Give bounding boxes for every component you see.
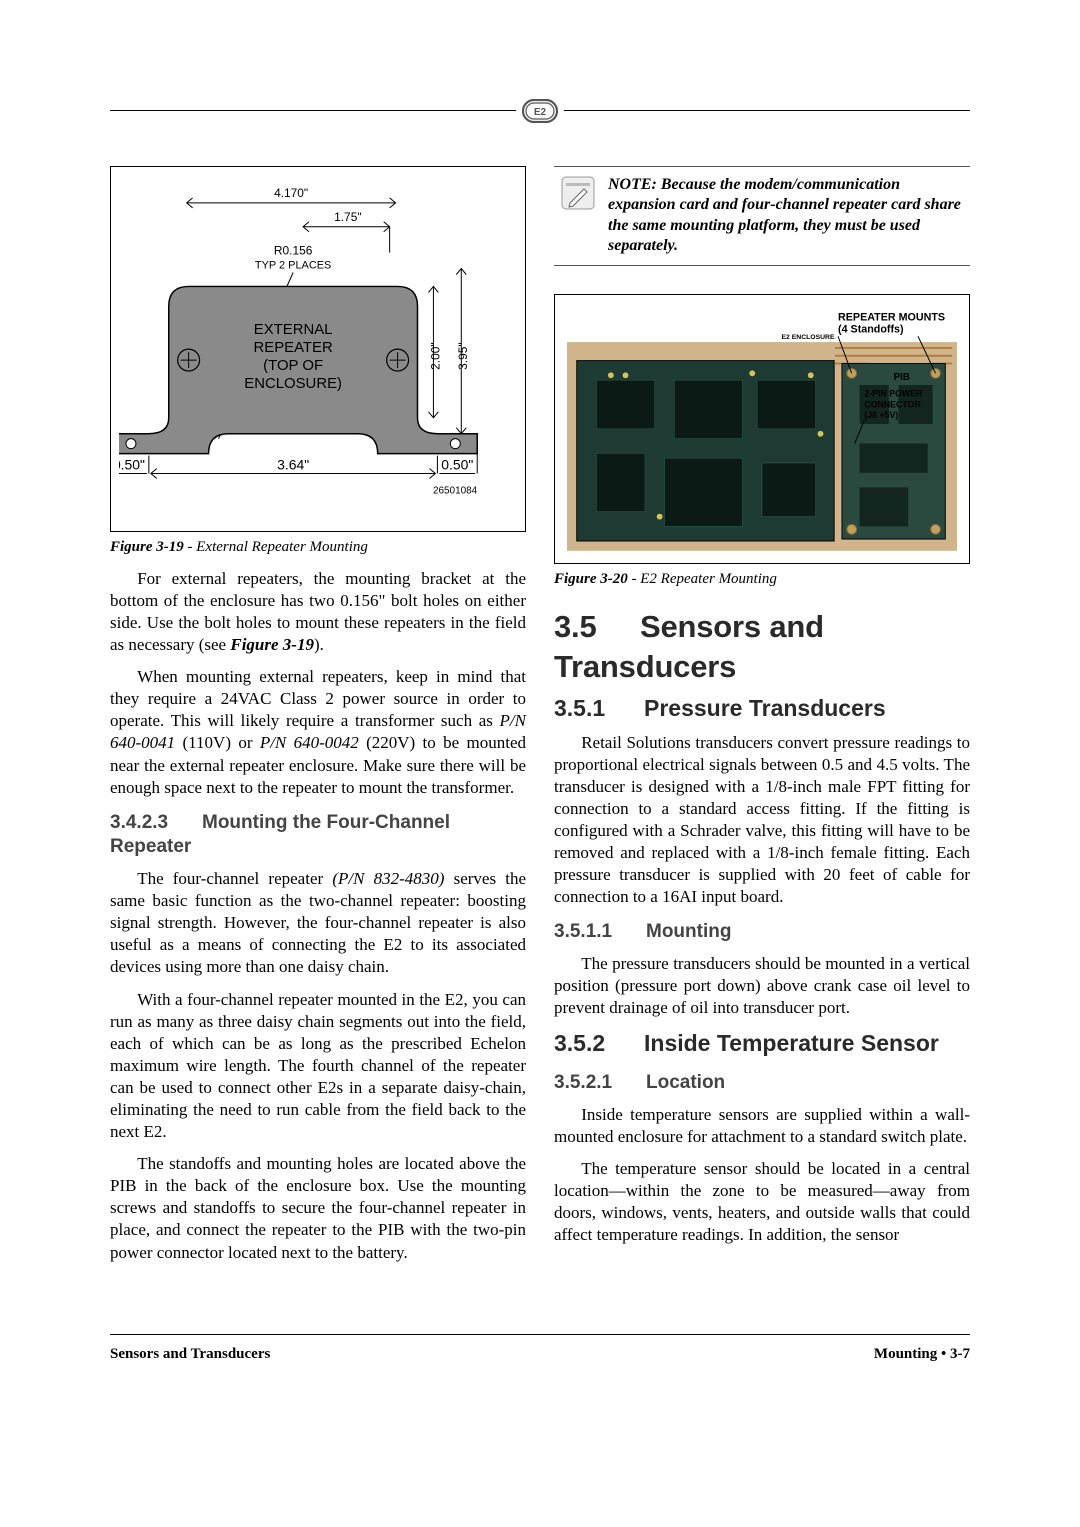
svg-text:1.75": 1.75" [334,210,361,224]
svg-text:R0.156: R0.156 [274,244,313,258]
svg-text:3.64": 3.64" [277,457,309,473]
figure-ref: Figure 3-19 [230,635,314,654]
heading-number: 3.5.2 [554,1029,644,1059]
svg-text:2.00": 2.00" [428,342,442,369]
note-pencil-icon [558,175,598,257]
figure-3-19-diagram: 4.170" 1.75" R0.156 TYP 2 PLACES [110,166,526,532]
paragraph: For external repeaters, the mounting bra… [110,568,526,656]
svg-text:4.170": 4.170" [274,186,308,200]
heading-3-5-1: 3.5.1Pressure Transducers [554,694,970,724]
heading-3-5-1-1: 3.5.1.1Mounting [554,920,970,945]
left-column: 4.170" 1.75" R0.156 TYP 2 PLACES [110,166,526,1274]
footer-left: Sensors and Transducers [110,1345,270,1365]
figure-3-20-diagram: REPEATER MOUNTS (4 Standoffs) E2 ENCLOSU… [554,294,970,564]
text: ). [314,635,324,654]
e2-logo-icon: E2 [516,99,564,123]
svg-text:REPEATER: REPEATER [254,339,333,356]
note-callout: NOTE: Because the modem/communication ex… [554,166,970,266]
paragraph: When mounting external repeaters, keep i… [110,666,526,799]
paragraph: Inside temperature sensors are supplied … [554,1104,970,1148]
svg-text:0.50": 0.50" [441,457,473,473]
svg-text:CONNECTOR: CONNECTOR [864,399,921,409]
svg-text:(J8 +5V): (J8 +5V) [864,410,898,420]
part-number: P/N 640-0042 [260,733,359,752]
note-text: NOTE: Because the modem/communication ex… [608,175,966,257]
heading-title: Location [646,1072,725,1093]
paragraph: The four-channel repeater (P/N 832-4830)… [110,868,526,978]
svg-text:0.50": 0.50" [119,457,145,473]
text: The four-channel repeater [137,869,332,888]
heading-title: Inside Temperature Sensor [644,1030,939,1056]
figure-3-20-caption: Figure 3-20 - E2 Repeater Mounting [554,570,970,590]
svg-text:(4 Standoffs): (4 Standoffs) [838,323,904,335]
text: (110V) or [175,733,260,752]
heading-title: Mounting [646,921,731,942]
figure-number: Figure 3-20 [554,571,628,587]
paragraph: The standoffs and mounting holes are loc… [110,1153,526,1263]
paragraph: Retail Solutions transducers convert pre… [554,732,970,909]
heading-number: 3.5.1.1 [554,920,646,945]
svg-text:PIB: PIB [894,372,910,383]
figure-number: Figure 3-19 [110,539,184,555]
svg-text:REPEATER MOUNTS: REPEATER MOUNTS [838,312,945,324]
svg-text:EXTERNAL: EXTERNAL [254,321,333,338]
svg-text:E2 ENCLOSURE: E2 ENCLOSURE [782,334,835,341]
right-column: NOTE: Because the modem/communication ex… [554,166,970,1274]
figure-title: - External Repeater Mounting [184,539,368,555]
footer-right: Mounting • 3-7 [874,1345,970,1365]
figure-3-19-caption: Figure 3-19 - External Repeater Mounting [110,538,526,558]
heading-3-4-2-3: 3.4.2.3Mounting the Four-Channel Repeate… [110,811,526,860]
heading-3-5: 3.5Sensors and Transducers [554,607,970,688]
heading-number: 3.5.1 [554,694,644,724]
page-footer: Sensors and Transducers Mounting • 3-7 [110,1334,970,1365]
heading-3-5-2-1: 3.5.2.1Location [554,1071,970,1096]
svg-text:26501084: 26501084 [433,485,478,496]
svg-text:ENCLOSURE): ENCLOSURE) [244,375,342,392]
paragraph: The temperature sensor should be located… [554,1158,970,1246]
heading-3-5-2: 3.5.2Inside Temperature Sensor [554,1029,970,1059]
heading-number: 3.5 [554,607,640,647]
svg-text:3.95": 3.95" [456,342,470,369]
paragraph: The pressure transducers should be mount… [554,953,970,1019]
heading-number: 3.5.2.1 [554,1071,646,1096]
heading-title: Pressure Transducers [644,695,886,721]
figure-title: - E2 Repeater Mounting [628,571,777,587]
svg-text:(TOP OF: (TOP OF [263,357,323,374]
svg-text:E2: E2 [534,107,547,118]
svg-text:TYP 2 PLACES: TYP 2 PLACES [255,260,331,272]
two-column-layout: 4.170" 1.75" R0.156 TYP 2 PLACES [110,166,970,1274]
svg-text:2-PIN POWER: 2-PIN POWER [864,389,923,399]
paragraph: With a four-channel repeater mounted in … [110,989,526,1144]
part-number: (P/N 832-4830) [332,869,444,888]
heading-number: 3.4.2.3 [110,811,202,836]
header-rule: E2 [110,110,970,111]
text: When mounting external repeaters, keep i… [110,667,526,730]
